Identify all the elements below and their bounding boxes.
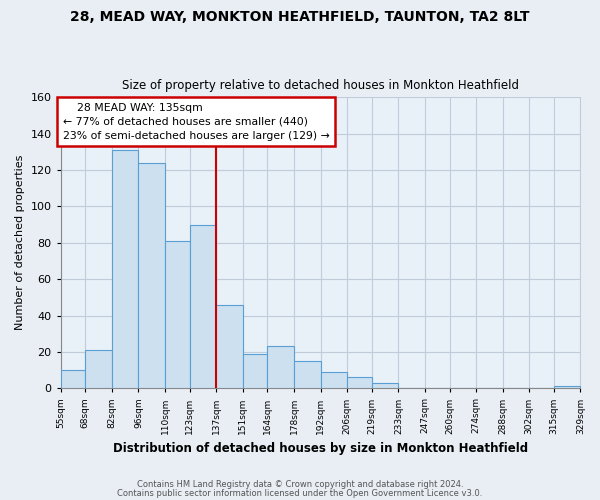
Text: 28, MEAD WAY, MONKTON HEATHFIELD, TAUNTON, TA2 8LT: 28, MEAD WAY, MONKTON HEATHFIELD, TAUNTO…: [70, 10, 530, 24]
Bar: [85, 350, 112, 389]
X-axis label: Distribution of detached houses by size in Monkton Heathfield: Distribution of detached houses by size …: [113, 442, 528, 455]
Bar: [294, 361, 320, 388]
Bar: [347, 378, 372, 388]
Bar: [320, 372, 347, 388]
Bar: [216, 304, 243, 388]
Y-axis label: Number of detached properties: Number of detached properties: [15, 155, 25, 330]
Bar: [112, 150, 139, 388]
Text: Contains HM Land Registry data © Crown copyright and database right 2024.: Contains HM Land Registry data © Crown c…: [137, 480, 463, 489]
Text: Contains public sector information licensed under the Open Government Licence v3: Contains public sector information licen…: [118, 488, 482, 498]
Text: 28 MEAD WAY: 135sqm
← 77% of detached houses are smaller (440)
23% of semi-detac: 28 MEAD WAY: 135sqm ← 77% of detached ho…: [62, 103, 329, 141]
Bar: [554, 386, 580, 388]
Bar: [139, 163, 165, 388]
Bar: [190, 224, 216, 388]
Bar: [61, 370, 85, 388]
Bar: [268, 346, 294, 389]
Bar: [165, 241, 190, 388]
Title: Size of property relative to detached houses in Monkton Heathfield: Size of property relative to detached ho…: [122, 79, 519, 92]
Bar: [243, 354, 268, 388]
Bar: [372, 383, 398, 388]
